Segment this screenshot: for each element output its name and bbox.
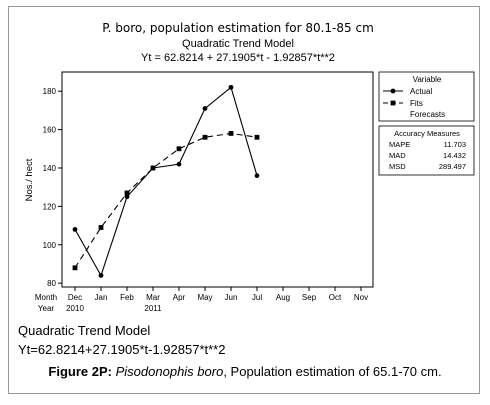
accuracy-value-mad: 14.432 (443, 151, 466, 160)
data-point-actual (228, 84, 234, 90)
x-axis-month-label: Month (35, 293, 57, 302)
x-tick-label: Nov (354, 293, 368, 302)
accuracy-label-mape: MAPE (389, 140, 410, 149)
data-point-fits (176, 146, 182, 152)
series-layer (72, 84, 260, 278)
legend-label-actual: Actual (410, 87, 432, 96)
figure-species: Pisodonophis boro (115, 364, 224, 379)
y-tick-label: 140 (43, 164, 57, 173)
figure-label: Figure 2P: (48, 364, 112, 379)
x-year-label: 2010 (66, 304, 84, 313)
x-ticks: Dec Jan Feb Mar Apr May Jun Jul Aug Sep Oct Nov 2010… (66, 287, 368, 313)
data-point-fits (228, 131, 234, 136)
x-axis-year-label: Year (38, 304, 55, 313)
data-point-actual (176, 161, 182, 167)
data-point-fits (72, 265, 78, 271)
legend-marker-circle (390, 88, 396, 94)
caption-model: Quadratic Trend Model (18, 323, 151, 338)
legend-box (378, 71, 475, 122)
x-tick-label: Jul (252, 293, 262, 302)
x-tick-label: Feb (120, 293, 134, 302)
y-tick-label: 100 (43, 241, 57, 250)
data-point-actual (72, 227, 78, 232)
figure-frame (8, 6, 480, 394)
x-year-label: 2011 (144, 304, 162, 313)
data-point-fits (150, 165, 156, 171)
y-tick-label: 120 (43, 202, 57, 211)
y-tick-label: 80 (47, 279, 56, 288)
legend-label-forecasts: Forecasts (410, 110, 445, 119)
chart-svg: P. boro, population estimation for 80.1-… (24, 21, 475, 313)
x-tick-label: Jun (225, 293, 238, 302)
data-point-actual (124, 194, 130, 200)
accuracy-box (378, 125, 475, 176)
accuracy-title: Accuracy Measures (394, 129, 460, 138)
series-line-actual (74, 86, 258, 277)
legend-entry-fits: Fits (383, 99, 423, 108)
x-tick-label: Apr (173, 293, 186, 302)
chart-subtitle: Quadratic Trend Model (182, 38, 294, 50)
x-tick-label: Dec (68, 293, 82, 302)
x-tick-label: Aug (276, 293, 290, 302)
y-axis-label: Nos./ hect (24, 158, 35, 201)
data-point-fits (98, 225, 104, 230)
figure-text: , Population estimation of 65.1-70 cm. (223, 364, 442, 379)
y-tick-label: 160 (43, 126, 57, 135)
x-tick-label: Mar (146, 293, 160, 302)
accuracy-value-msd: 289.497 (439, 162, 466, 171)
y-ticks: 80 100 120 140 160 180 (43, 87, 62, 288)
y-tick-label: 180 (43, 87, 57, 96)
data-point-actual (98, 273, 104, 278)
accuracy-value-mape: 11.703 (444, 140, 466, 149)
caption-equation: Yt=62.8214+27.1905*t-1.92857*t**2 (18, 342, 226, 357)
accuracy-label-msd: MSD (389, 162, 406, 171)
data-point-actual (202, 106, 208, 111)
data-point-fits (254, 134, 260, 140)
legend-title: Variable (413, 75, 442, 84)
x-tick-label: Sep (302, 293, 317, 302)
legend-marker-square (390, 100, 396, 106)
figure-caption: Figure 2P: Pisodonophis boro, Population… (0, 364, 490, 379)
chart-equation: Yt = 62.8214 + 27.1905*t - 1.92857*t**2 (141, 52, 335, 64)
data-point-fits (124, 190, 130, 196)
chart-title: P. boro, population estimation for 80.1-… (102, 21, 374, 35)
legend-entry-actual: Actual (383, 87, 432, 96)
legend-label-fits: Fits (410, 99, 423, 108)
x-tick-label: Oct (329, 293, 342, 302)
data-point-fits (202, 134, 208, 140)
series-line-fits (74, 132, 258, 269)
x-tick-label: May (197, 293, 212, 302)
data-point-actual (254, 173, 260, 179)
accuracy-label-mad: MAD (389, 151, 406, 160)
x-tick-label: Jan (95, 293, 108, 302)
plot-area (61, 71, 374, 288)
